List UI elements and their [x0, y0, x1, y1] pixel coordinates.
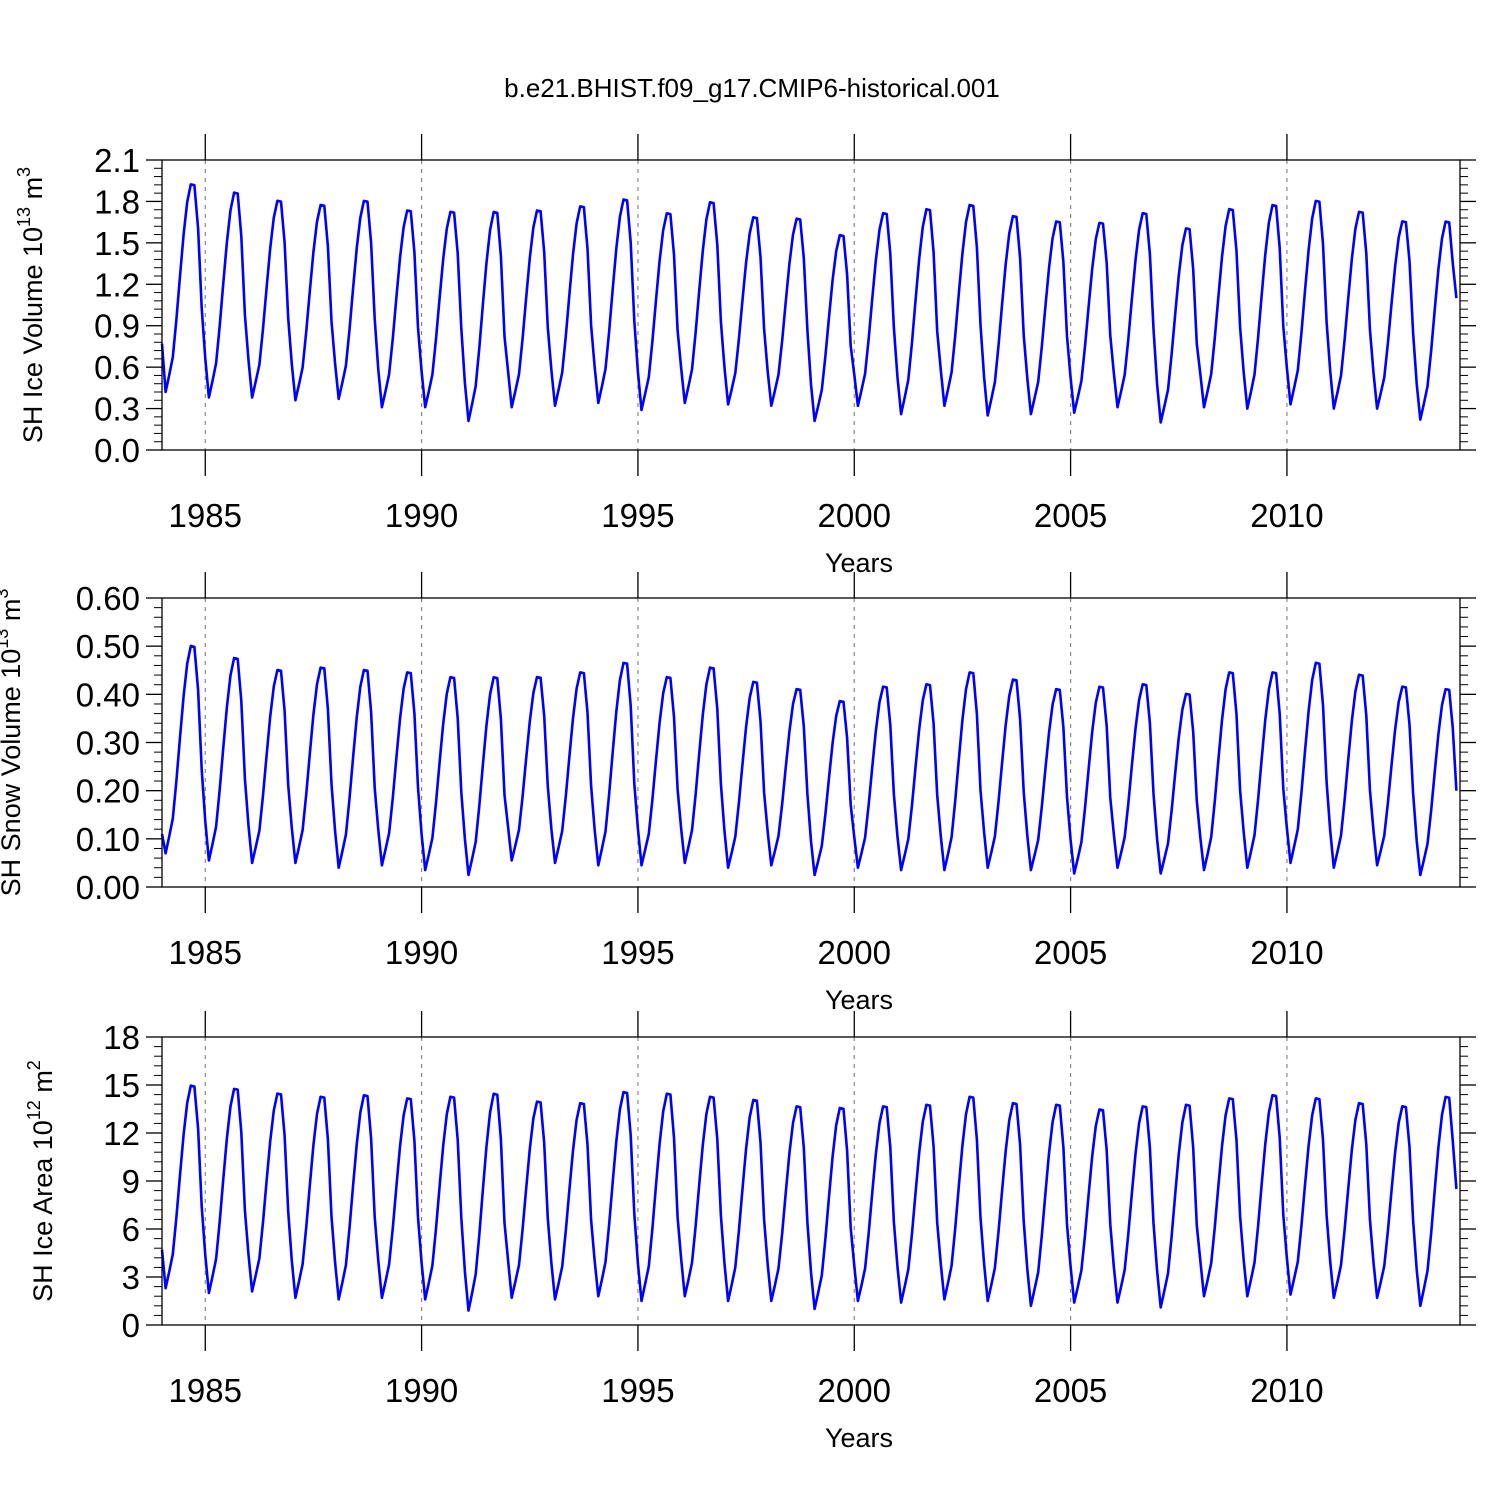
y-axis-label-part: 3 [14, 167, 34, 177]
x-tick-label: 1985 [169, 934, 242, 971]
x-tick-label: 2005 [1034, 934, 1107, 971]
x-axis-label: Years [825, 985, 893, 1015]
x-axis-label: Years [825, 1423, 893, 1453]
y-tick-label: 18 [103, 1019, 140, 1056]
panel-ice-volume: 1985 1990 1995 2000 2005 2010 Years 0.0 0.3 0.6 0.… [14, 134, 1476, 578]
x-tick-label: 2010 [1250, 934, 1323, 971]
y-tick-label: 0.00 [76, 869, 140, 906]
y-tick-label: 0.60 [76, 580, 140, 617]
x-tick-label: 2010 [1250, 1372, 1323, 1409]
y-axis-label: SH Ice Area 1012 m2 [24, 1060, 58, 1302]
x-tick-label: 1985 [169, 1372, 242, 1409]
x-tick-label: 1990 [385, 934, 458, 971]
y-tick-label: 15 [103, 1067, 140, 1104]
y-tick-label: 0.40 [76, 676, 140, 713]
y-axis-label-part: 12 [24, 1100, 44, 1120]
y-tick-label: 0.3 [94, 391, 140, 428]
y-tick-label: 0.10 [76, 821, 140, 858]
y-axis-label-part: SH Ice Volume 10 [18, 227, 48, 443]
panel-ice-area: 1985 1990 1995 2000 2005 2010 Years 0 3 6 9 12 15 18 S… [24, 1011, 1476, 1453]
y-axis-label-part: 13 [0, 629, 12, 649]
x-tick-label: 2000 [818, 934, 891, 971]
y-axis-label-part: 2 [24, 1060, 44, 1070]
y-tick-label: 0.30 [76, 725, 140, 762]
x-tick-label: 1985 [169, 497, 242, 534]
y-axis-label: SH Snow Volume 1013 m3 [0, 589, 26, 897]
y-axis-label-part: 13 [14, 207, 34, 227]
x-tick-label: 1990 [385, 1372, 458, 1409]
y-axis-label-part: m [28, 1070, 58, 1100]
x-tick-label: 2005 [1034, 497, 1107, 534]
y-axis-label-part: SH Snow Volume 10 [0, 649, 26, 897]
panel-snow-volume: 1985 1990 1995 2000 2005 2010 Years 0.00 0.10 0.2… [0, 572, 1476, 1015]
series-line [160, 644, 1458, 877]
y-tick-label: 0 [122, 1307, 140, 1344]
y-tick-label: 0.0 [94, 432, 140, 469]
x-tick-label: 2000 [818, 497, 891, 534]
y-tick-label: 3 [122, 1259, 140, 1296]
plot-frame [161, 159, 1461, 451]
x-tick-label: 1995 [601, 497, 674, 534]
y-tick-label: 0.50 [76, 628, 140, 665]
x-tick-label: 2010 [1250, 497, 1323, 534]
x-axis-label: Years [825, 548, 893, 578]
x-tick-label: 1995 [601, 1372, 674, 1409]
figure-title: b.e21.BHIST.f09_g17.CMIP6-historical.001 [504, 73, 1000, 103]
y-tick-label: 0.9 [94, 308, 140, 345]
series-line [160, 1084, 1458, 1312]
y-tick-label: 2.1 [94, 142, 140, 179]
y-tick-label: 0.20 [76, 773, 140, 810]
y-tick-label: 12 [103, 1115, 140, 1152]
y-tick-label: 1.8 [94, 183, 140, 220]
x-tick-label: 1995 [601, 934, 674, 971]
y-axis-label: SH Ice Volume 1013 m3 [14, 167, 48, 443]
x-tick-label: 2000 [818, 1372, 891, 1409]
y-axis-label-part: SH Ice Area 10 [28, 1120, 58, 1302]
y-tick-label: 6 [122, 1211, 140, 1248]
y-axis-label-part: m [18, 177, 48, 207]
y-axis-label-part: 3 [0, 589, 12, 599]
y-tick-label: 9 [122, 1163, 140, 1200]
x-tick-label: 2005 [1034, 1372, 1107, 1409]
series-line [160, 183, 1458, 424]
y-axis-label-part: m [0, 599, 26, 629]
y-tick-label: 1.2 [94, 266, 140, 303]
y-tick-label: 0.6 [94, 349, 140, 386]
x-tick-label: 1990 [385, 497, 458, 534]
y-tick-label: 1.5 [94, 225, 140, 262]
